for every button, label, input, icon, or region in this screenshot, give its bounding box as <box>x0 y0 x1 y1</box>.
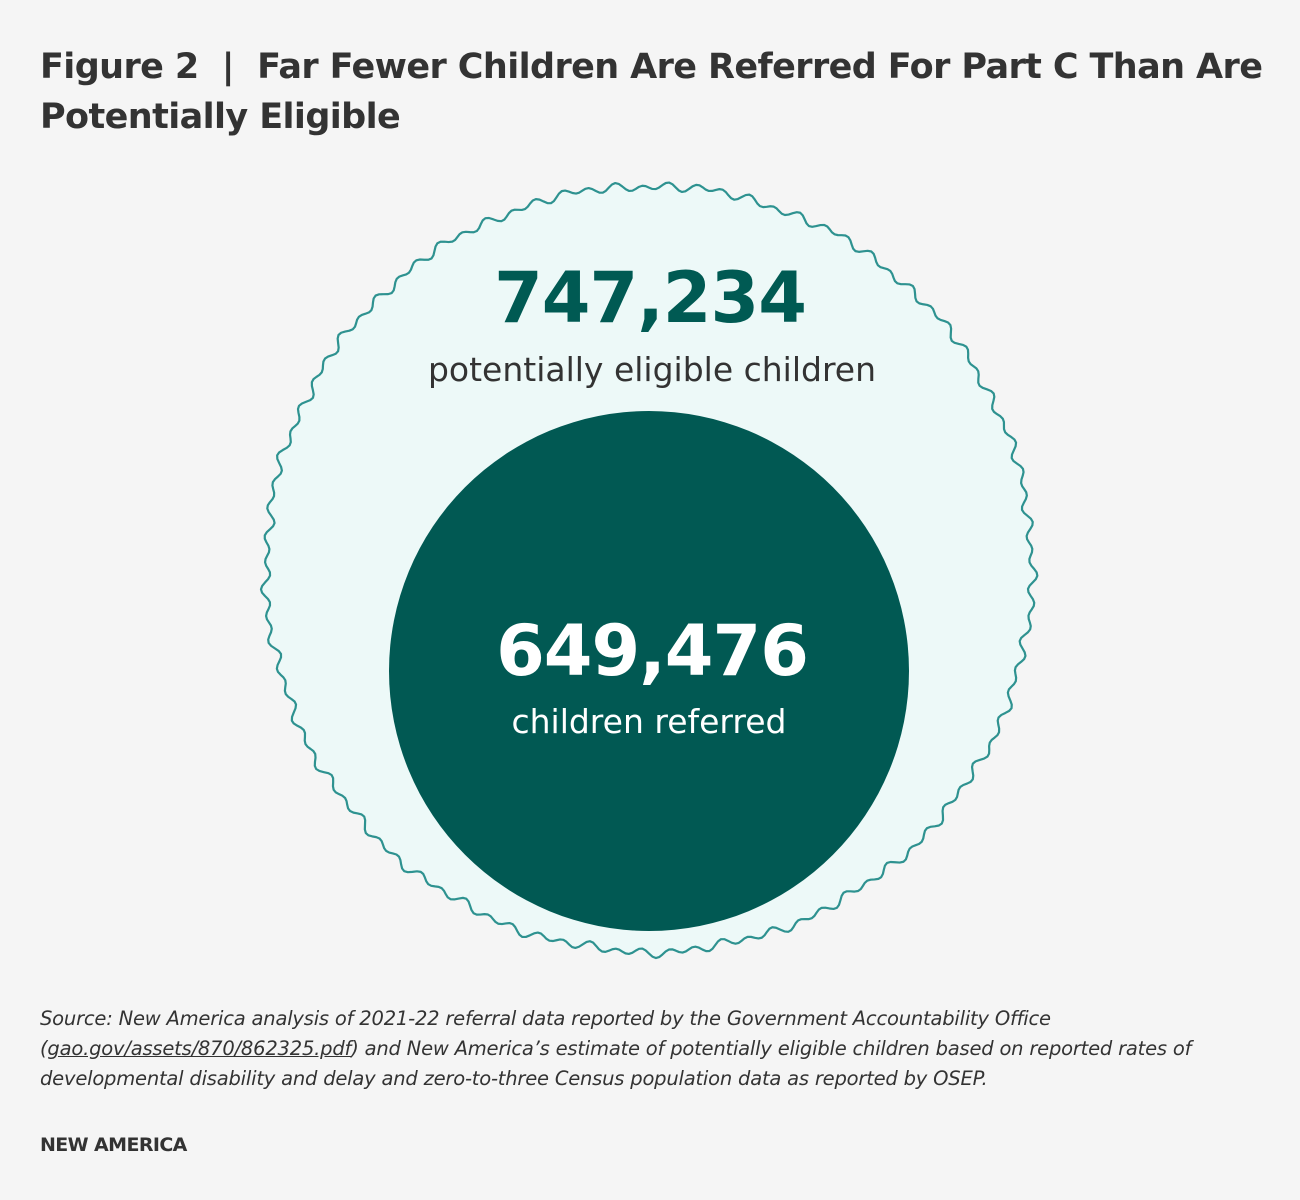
source-suffix: ) and New America’s estimate of potentia… <box>40 1037 1192 1090</box>
inner-category-label: children referred <box>511 702 786 741</box>
outer-category-label: potentially eligible children <box>428 350 876 389</box>
source-note: Source: New America analysis of 2021-22 … <box>40 1004 1260 1094</box>
figure-title: Figure 2 | Far Fewer Children Are Referr… <box>40 47 1263 137</box>
brand-logo: NEW AMERICA <box>40 1134 187 1156</box>
inner-value-label: 649,476 <box>496 610 808 692</box>
source-prefix: Source: New America analysis of 2021-22 … <box>40 1007 1051 1060</box>
inner-circle-children-referred <box>389 411 909 931</box>
source-link[interactable]: gao.gov/assets/870/862325.pdf <box>47 1037 352 1060</box>
outer-value-label: 747,234 <box>494 257 806 339</box>
